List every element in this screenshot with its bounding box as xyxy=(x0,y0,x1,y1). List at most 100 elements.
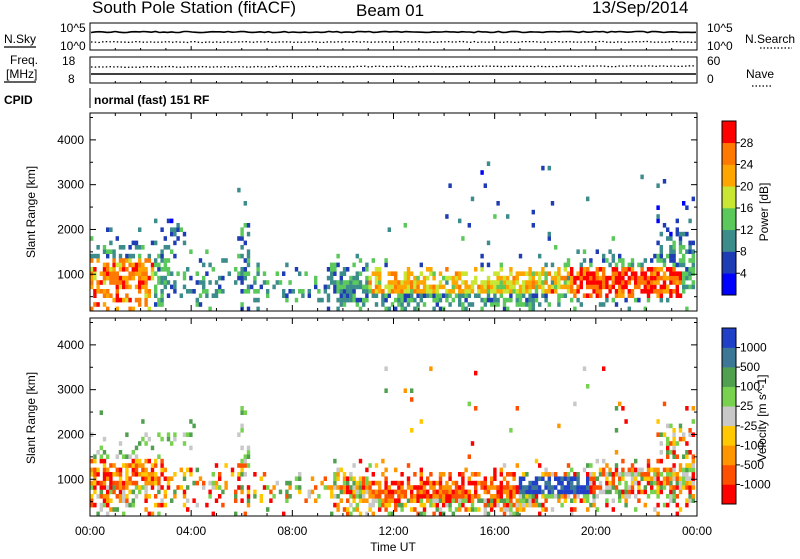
range-gate-cell xyxy=(528,293,532,298)
range-gate-cell xyxy=(528,494,532,499)
range-gate-cell xyxy=(598,280,603,285)
range-gate-cell xyxy=(243,258,247,263)
range-gate-cell xyxy=(685,275,689,281)
range-gate-cell xyxy=(637,280,641,285)
range-gate-cell xyxy=(486,240,491,246)
range-gate-cell xyxy=(371,271,375,276)
range-gate-cell xyxy=(378,284,382,290)
range-gate-cell xyxy=(333,284,337,290)
range-gate-cell xyxy=(355,253,359,259)
range-gate-cell xyxy=(646,480,651,486)
range-gate-cell xyxy=(173,280,177,285)
range-gate-cell xyxy=(138,271,142,276)
range-gate-cell xyxy=(534,489,539,495)
range-gate-cell xyxy=(675,284,679,290)
range-gate-cell xyxy=(144,441,148,446)
power-data-cells xyxy=(90,161,695,312)
range-gate-cell xyxy=(502,463,507,468)
range-gate-cell xyxy=(550,284,555,290)
beam-title: Beam 01 xyxy=(356,1,424,20)
range-gate-cell xyxy=(106,485,110,490)
range-gate-cell xyxy=(685,450,689,455)
range-gate-cell xyxy=(461,502,465,508)
range-gate-cell xyxy=(474,489,478,495)
range-gate-cell xyxy=(144,284,148,290)
range-gate-cell xyxy=(358,489,363,495)
range-gate-cell xyxy=(646,458,651,464)
range-gate-cell xyxy=(429,498,433,503)
range-gate-cell xyxy=(614,293,619,298)
range-gate-cell xyxy=(493,485,497,490)
range-gate-cell xyxy=(246,445,251,451)
range-gate-cell xyxy=(442,498,446,503)
range-gate-cell xyxy=(579,302,583,307)
range-gate-cell xyxy=(541,284,545,290)
range-gate-cell xyxy=(445,293,449,298)
range-gate-cell xyxy=(477,284,481,290)
range-gate-cell xyxy=(531,293,535,298)
range-gate-cell xyxy=(419,494,423,499)
range-gate-cell xyxy=(538,275,542,281)
range-gate-cell xyxy=(608,284,612,290)
range-gate-cell xyxy=(195,280,199,285)
range-gate-cell xyxy=(160,502,164,508)
range-gate-cell xyxy=(371,480,375,486)
range-gate-cell xyxy=(608,262,612,268)
range-gate-cell xyxy=(346,489,350,495)
range-gate-cell xyxy=(672,432,676,437)
range-gate-cell xyxy=(602,275,606,281)
range-gate-cell xyxy=(96,284,100,290)
range-gate-cell xyxy=(518,297,523,303)
range-gate-cell xyxy=(90,502,94,508)
range-gate-cell xyxy=(672,472,676,477)
range-gate-cell xyxy=(554,284,558,290)
range-gate-cell xyxy=(605,502,609,508)
range-gate-cell xyxy=(115,467,119,473)
range-gate-cell xyxy=(512,485,516,490)
range-gate-cell xyxy=(499,498,503,503)
range-gate-cell xyxy=(253,494,257,499)
range-gate-cell xyxy=(624,494,628,499)
range-gate-cell xyxy=(285,498,289,503)
range-gate-cell xyxy=(371,489,375,495)
range-gate-cell xyxy=(598,485,603,490)
range-gate-cell xyxy=(659,441,663,446)
range-gate-cell xyxy=(419,511,423,517)
range-gate-cell xyxy=(458,275,462,281)
range-gate-cell xyxy=(602,253,606,259)
range-gate-cell xyxy=(339,271,343,276)
range-gate-cell xyxy=(490,284,494,290)
range-gate-cell xyxy=(637,297,641,303)
range-gate-cell xyxy=(349,502,353,508)
range-gate-cell xyxy=(592,494,596,499)
range-gate-cell xyxy=(669,476,673,481)
range-gate-cell xyxy=(422,302,427,307)
range-gate-cell xyxy=(570,280,574,285)
range-gate-cell xyxy=(144,458,148,464)
range-gate-cell xyxy=(659,472,663,477)
range-gate-cell xyxy=(214,463,219,468)
range-gate-cell xyxy=(506,485,510,490)
range-gate-cell xyxy=(438,271,443,276)
range-gate-cell xyxy=(112,463,116,468)
range-gate-cell xyxy=(237,432,241,437)
range-gate-cell xyxy=(467,284,471,290)
range-gate-cell xyxy=(374,284,379,290)
range-gate-cell xyxy=(173,240,177,246)
range-gate-cell xyxy=(323,289,327,294)
range-gate-cell xyxy=(336,289,340,294)
range-gate-cell xyxy=(528,284,532,290)
range-gate-cell xyxy=(307,494,311,499)
range-gate-cell xyxy=(509,489,513,495)
range-gate-cell xyxy=(157,485,161,490)
range-gate-cell xyxy=(493,289,497,294)
range-gate-cell xyxy=(346,289,350,294)
range-gate-cell xyxy=(653,289,657,294)
range-gate-cell xyxy=(525,494,529,499)
range-gate-cell xyxy=(669,280,673,285)
range-gate-cell xyxy=(528,297,532,303)
range-gate-cell xyxy=(320,297,324,303)
range-gate-cell xyxy=(246,485,251,490)
range-gate-cell xyxy=(506,472,510,477)
range-gate-cell xyxy=(506,494,510,499)
